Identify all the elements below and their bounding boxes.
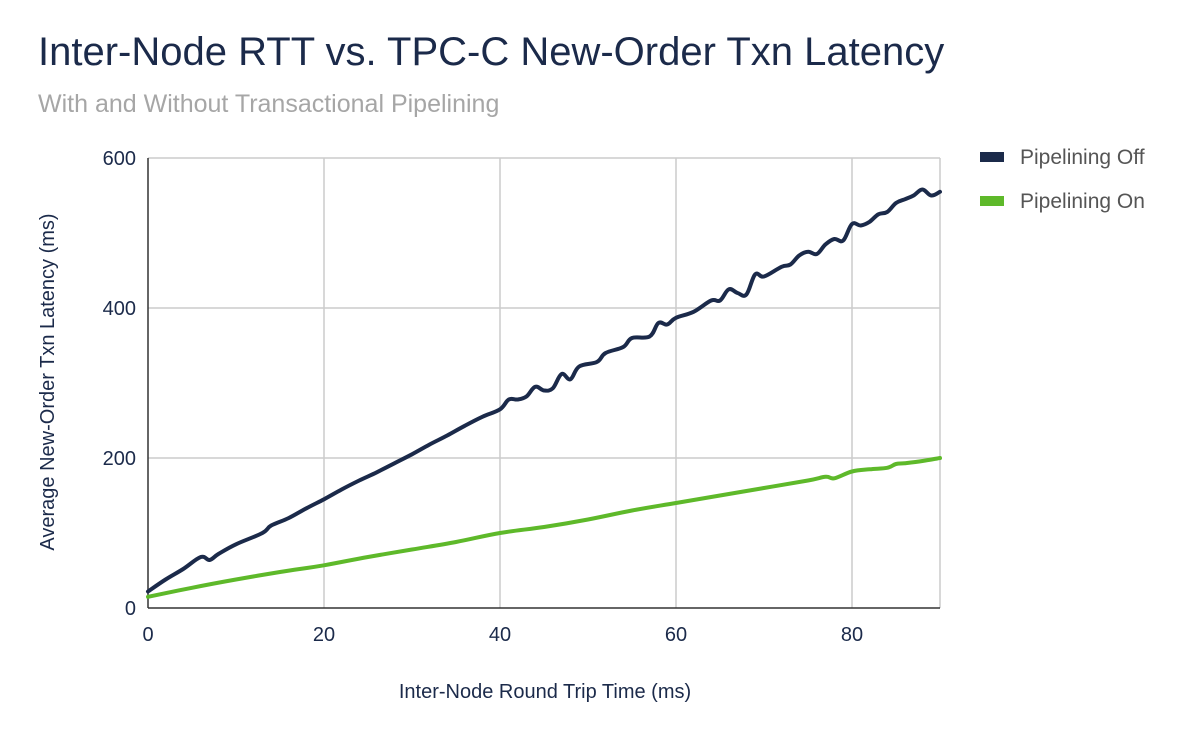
y-tick-label: 400 [103, 298, 136, 320]
legend-label: Pipelining Off [1020, 146, 1145, 169]
series-lines [146, 187, 942, 599]
x-tick-label: 60 [665, 624, 687, 646]
y-tick-label: 0 [125, 598, 136, 620]
x-tick-label: 80 [841, 624, 863, 646]
x-tick-label: 0 [142, 624, 153, 646]
y-tick-label: 600 [103, 148, 136, 170]
y-tick-label: 200 [103, 448, 136, 470]
grid-lines [147, 157, 941, 609]
series-line-1 [146, 456, 942, 599]
legend-swatch [980, 196, 1004, 206]
chart-subtitle: With and Without Transactional Pipelinin… [38, 90, 500, 118]
legend: Pipelining Off Pipelining On [980, 146, 1145, 213]
legend-swatch [980, 152, 1004, 162]
legend-label: Pipelining On [1020, 190, 1145, 213]
chart-title: Inter-Node RTT vs. TPC-C New-Order Txn L… [38, 30, 945, 74]
tick-labels: 0 20 40 60 80 0 200 400 600 [103, 148, 864, 646]
x-tick-label: 20 [313, 624, 335, 646]
series-line-0 [146, 187, 942, 594]
x-axis-label: Inter-Node Round Trip Time (ms) [399, 681, 691, 703]
y-axis-label: Average New-Order Txn Latency (ms) [37, 213, 59, 550]
x-tick-label: 40 [489, 624, 511, 646]
